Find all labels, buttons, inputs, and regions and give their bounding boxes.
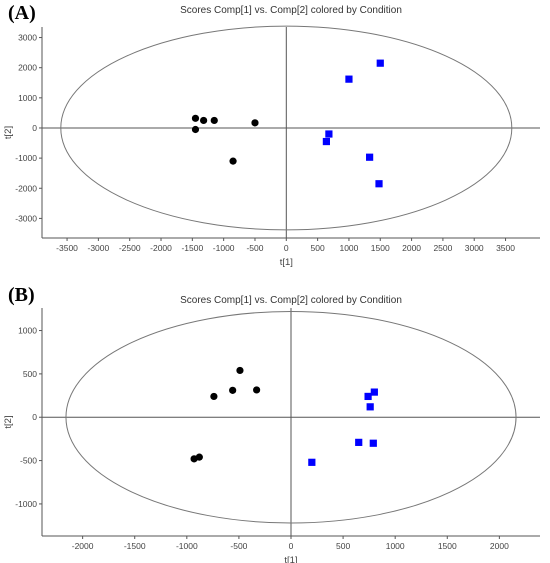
data-point-square-b [308, 459, 315, 466]
y-tick-label-a: 3000 [18, 33, 37, 43]
x-tick-label-b: -1000 [176, 541, 198, 551]
chart-panel-b: (B) Scores Comp[1] vs. Comp[2] colored b… [0, 282, 550, 563]
x-tick-label-a: -500 [246, 243, 263, 253]
y-tick-label-b: -1000 [15, 499, 37, 509]
x-tick-label-a: 3000 [465, 243, 484, 253]
chart-title-b: Scores Comp[1] vs. Comp[2] colored by Co… [180, 295, 402, 306]
chart-panel-a: (A) Scores Comp[1] vs. Comp[2] colored b… [0, 0, 550, 282]
y-tick-label-b: 500 [23, 369, 37, 379]
data-point-square-b [367, 403, 374, 410]
x-tick-label-a: -1000 [213, 243, 235, 253]
y-tick-label-a: -1000 [15, 153, 37, 163]
x-tick-label-b: 0 [289, 541, 294, 551]
x-tick-label-a: 2500 [433, 243, 452, 253]
scatter-chart-b: Scores Comp[1] vs. Comp[2] colored by Co… [0, 282, 550, 563]
data-point-square-b [370, 440, 377, 447]
data-point-circle-a [192, 126, 199, 133]
x-tick-label-b: -1500 [124, 541, 146, 551]
data-point-circle-b [229, 387, 236, 394]
data-point-circle-b [236, 367, 243, 374]
x-axis-label-b: t[1] [284, 555, 297, 563]
x-tick-label-a: 1000 [339, 243, 358, 253]
data-point-square-a [345, 76, 352, 83]
data-point-circle-a [200, 117, 207, 124]
data-point-square-a [323, 138, 330, 145]
data-point-square-b [355, 439, 362, 446]
x-tick-label-b: -500 [230, 541, 247, 551]
x-tick-label-a: -3500 [56, 243, 78, 253]
y-tick-label-a: -3000 [15, 213, 37, 223]
x-axis-label-a: t[1] [280, 257, 293, 268]
x-tick-label-b: 2000 [490, 541, 509, 551]
x-tick-label-b: -2000 [72, 541, 94, 551]
data-point-square-a [377, 60, 384, 67]
data-point-square-a [375, 180, 382, 187]
data-point-square-b [371, 388, 378, 395]
data-point-circle-a [211, 117, 218, 124]
data-point-circle-a [192, 115, 199, 122]
data-point-square-b [364, 393, 371, 400]
x-tick-label-a: -1500 [181, 243, 203, 253]
x-tick-label-a: 2000 [402, 243, 421, 253]
x-tick-label-a: -2500 [119, 243, 141, 253]
x-tick-label-a: 0 [284, 243, 289, 253]
x-tick-label-a: 3500 [496, 243, 515, 253]
data-point-square-a [325, 130, 332, 137]
chart-title-a: Scores Comp[1] vs. Comp[2] colored by Co… [180, 5, 402, 16]
data-point-square-a [366, 154, 373, 161]
data-point-circle-a [251, 119, 258, 126]
x-tick-label-a: -2000 [150, 243, 172, 253]
x-tick-label-a: 500 [311, 243, 325, 253]
x-tick-label-a: 1500 [371, 243, 390, 253]
data-point-circle-a [229, 158, 236, 165]
y-axis-label-b: t[2] [3, 415, 14, 428]
scatter-chart-a: Scores Comp[1] vs. Comp[2] colored by Co… [0, 0, 550, 282]
x-tick-label-b: 500 [336, 541, 350, 551]
y-tick-label-a: 0 [32, 123, 37, 133]
y-tick-label-a: 2000 [18, 63, 37, 73]
y-tick-label-b: 1000 [18, 326, 37, 336]
y-tick-label-a: 1000 [18, 93, 37, 103]
y-tick-label-a: -2000 [15, 183, 37, 193]
data-point-circle-b [196, 454, 203, 461]
data-point-circle-b [253, 386, 260, 393]
x-tick-label-b: 1000 [386, 541, 405, 551]
x-tick-label-a: -3000 [88, 243, 110, 253]
y-axis-label-a: t[2] [3, 126, 14, 139]
y-tick-label-b: 0 [32, 412, 37, 422]
x-tick-label-b: 1500 [438, 541, 457, 551]
data-point-circle-b [210, 393, 217, 400]
y-tick-label-b: -500 [20, 456, 37, 466]
